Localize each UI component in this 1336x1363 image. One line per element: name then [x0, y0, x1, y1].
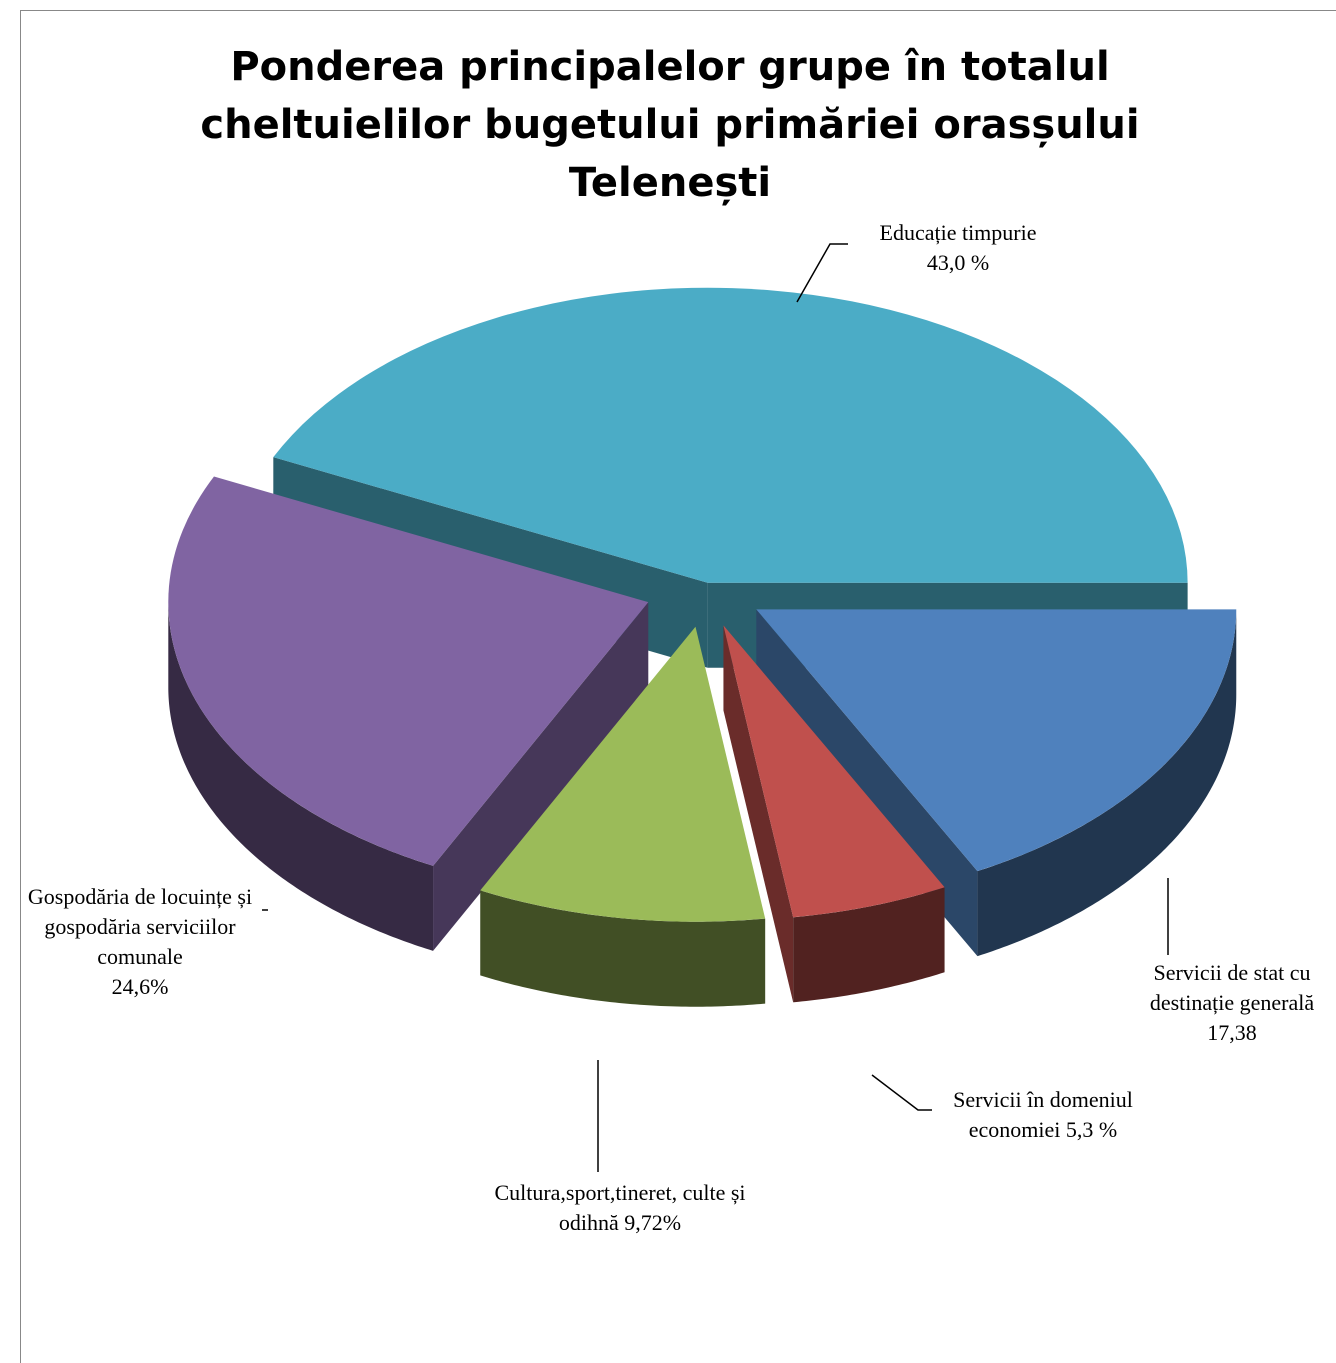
leader-line [796, 243, 848, 303]
slice-label: Educație timpurie 43,0 % [808, 218, 1108, 278]
slice-side [793, 887, 945, 1003]
leader-lines [262, 243, 1169, 1172]
slice-label: Servicii în domeniul economiei 5,3 % [923, 1085, 1163, 1145]
slice-side [168, 604, 434, 951]
chart-frame [20, 10, 1336, 1363]
pie [168, 287, 1237, 1007]
value-label: 17,38 [1207, 1020, 1257, 1045]
slice-top [273, 287, 1188, 583]
value-label: 24,6% [111, 974, 169, 999]
category-label: Gospodăria de locuințe și gospodăria ser… [27, 884, 253, 969]
category-label: Cultura,sport,tineret, culte și odihnă [494, 1180, 746, 1235]
slice-side [723, 625, 794, 1003]
slice-top [723, 625, 945, 918]
slice-label: Gospodăria de locuințe și gospodăria ser… [10, 882, 270, 1002]
value-label: 43,0 % [926, 250, 990, 275]
slice [480, 626, 766, 1007]
leader-line [871, 1074, 932, 1111]
slice-side [433, 602, 649, 951]
slice-top [480, 626, 766, 922]
category-label: Servicii de stat cu destinație generală [1149, 960, 1315, 1015]
slice-label: Servicii de stat cu destinație generală … [1132, 958, 1332, 1048]
slice-label: Cultura,sport,tineret, culte și odihnă 9… [490, 1178, 750, 1238]
category-label: Servicii în domeniul economiei [953, 1087, 1133, 1142]
slice-top [756, 609, 1237, 872]
value-label: 9,72% [624, 1210, 682, 1235]
category-label: Educație timpurie [879, 220, 1037, 245]
chart-title: Ponderea principalelor grupe în totalul … [200, 44, 1140, 206]
slice-side [480, 890, 766, 1007]
slice-side [977, 609, 1237, 957]
slice-top [168, 476, 649, 866]
slice [168, 476, 649, 951]
value-label: 5,3 % [1065, 1117, 1118, 1142]
slice [723, 625, 945, 1003]
